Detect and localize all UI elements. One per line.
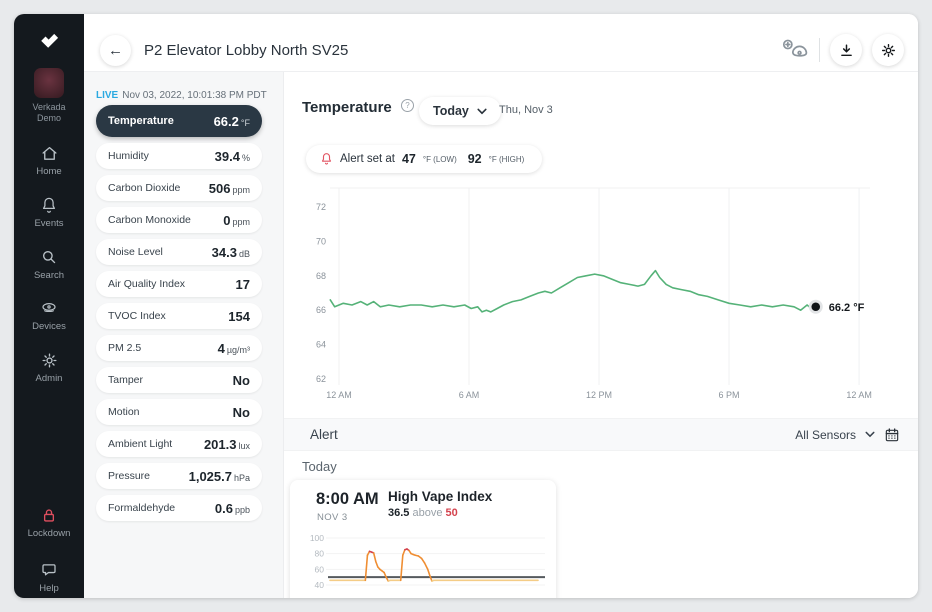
chevron-down-icon <box>477 108 487 114</box>
svg-text:66: 66 <box>316 305 326 315</box>
sensor-row-pressure[interactable]: Pressure 1,025.7 hPa <box>96 463 262 489</box>
svg-text:100: 100 <box>310 533 324 543</box>
sensor-row-formaldehyde[interactable]: Formaldehyde 0.6 ppb <box>96 495 262 521</box>
back-button[interactable]: ← <box>100 35 131 66</box>
download-button[interactable] <box>830 34 862 66</box>
alert-threshold-pill[interactable]: Alert set at 47 °F (LOW) 92 °F (HIGH) <box>306 145 543 173</box>
svg-text:40: 40 <box>315 580 325 590</box>
alert-threshold-value: 50 <box>445 507 458 519</box>
alert-value: 36.5 <box>388 507 410 519</box>
sensor-row-temperature[interactable]: Temperature 66.2 °F <box>96 105 262 137</box>
sensor-row-noise-level[interactable]: Noise Level 34.3 dB <box>96 239 262 265</box>
add-camera-icon[interactable] <box>781 37 809 63</box>
alert-high-value: 92 <box>467 152 482 166</box>
sensor-row-ambient-light[interactable]: Ambient Light 201.3 lux <box>96 431 262 457</box>
devices-icon <box>14 299 84 319</box>
sensor-row-tvoc-index[interactable]: TVOC Index 154 <box>96 303 262 329</box>
sensor-row-motion[interactable]: Motion No <box>96 399 262 425</box>
sensor-readings-panel: LIVE Nov 03, 2022, 10:01:38 PM PDT Temper… <box>84 71 284 598</box>
time-range-value: Today <box>433 104 469 118</box>
svg-text:64: 64 <box>316 340 326 350</box>
sidebar-item-home[interactable]: Home <box>14 144 84 177</box>
calendar-icon[interactable] <box>884 427 900 443</box>
svg-text:66.2 °F: 66.2 °F <box>829 302 865 314</box>
sidebar-item-lockdown[interactable]: Lockdown <box>14 506 84 539</box>
alert-title: High Vape Index <box>388 489 493 504</box>
home-icon <box>14 144 84 164</box>
alert-time: 8:00 AM <box>316 490 379 508</box>
org-name-line2: Demo <box>36 113 61 123</box>
org-avatar <box>34 68 64 98</box>
alert-high-unit: °F (HIGH) <box>488 154 525 164</box>
svg-text:12 AM: 12 AM <box>326 390 352 400</box>
svg-text:70: 70 <box>316 236 326 246</box>
alert-relation: above <box>412 507 443 519</box>
page-title: P2 Elevator Lobby North SV25 <box>144 42 349 59</box>
sensor-row-air-quality-index[interactable]: Air Quality Index 17 <box>96 271 262 297</box>
svg-text:6 AM: 6 AM <box>459 390 480 400</box>
sensor-row-carbon-dioxide[interactable]: Carbon Dioxide 506 ppm <box>96 175 262 201</box>
live-status: LIVE Nov 03, 2022, 10:01:38 PM PDT <box>96 90 267 101</box>
svg-text:68: 68 <box>316 271 326 281</box>
search-icon <box>14 248 84 268</box>
app-window: Verkada Demo Home Events Search Devices Admi… <box>14 14 918 598</box>
alerts-group-label: Today <box>302 459 337 474</box>
chat-icon <box>14 561 84 581</box>
svg-text:72: 72 <box>316 202 326 212</box>
alerts-header-strip: Alert All Sensors <box>283 418 918 451</box>
gear-icon <box>14 351 84 371</box>
alert-low-unit: °F (LOW) <box>422 154 457 164</box>
settings-button[interactable] <box>872 34 904 66</box>
chart-date: Thu, Nov 3 <box>499 104 553 116</box>
alert-low-value: 47 <box>401 152 416 166</box>
alert-pill-text: Alert set at <box>340 153 395 165</box>
main-content: Temperature ? Today Thu, Nov 3 Alert set… <box>283 71 918 598</box>
lock-icon <box>14 506 84 526</box>
time-range-dropdown[interactable]: Today <box>419 97 501 125</box>
vape-index-mini-chart: 100 80 60 40 <box>310 533 545 590</box>
live-timestamp: Nov 03, 2022, 10:01:38 PM PDT <box>122 90 267 101</box>
svg-text:12 AM: 12 AM <box>846 390 872 400</box>
sidebar-item-events[interactable]: Events <box>14 196 84 229</box>
sensor-row-tamper[interactable]: Tamper No <box>96 367 262 393</box>
svg-text:6 PM: 6 PM <box>719 390 740 400</box>
alerts-section-title: Alert <box>310 427 338 442</box>
svg-text:62: 62 <box>316 374 326 384</box>
org-name-line1: Verkada <box>32 102 66 112</box>
svg-text:12 PM: 12 PM <box>586 390 612 400</box>
sensor-filter-dropdown[interactable]: All Sensors <box>795 427 856 442</box>
sensor-row-pm-2-5[interactable]: PM 2.5 4 µg/m³ <box>96 335 262 361</box>
chart-title: Temperature <box>302 99 392 116</box>
toolbar-divider <box>819 38 820 62</box>
sidebar: Verkada Demo Home Events Search Devices Admi… <box>14 14 84 598</box>
sidebar-item-search[interactable]: Search <box>14 248 84 281</box>
bell-icon <box>14 196 84 216</box>
verkada-logo-icon[interactable] <box>14 28 84 57</box>
sidebar-item-devices[interactable]: Devices <box>14 299 84 332</box>
live-badge: LIVE <box>96 90 119 101</box>
sensor-row-carbon-monoxide[interactable]: Carbon Monoxide 0 ppm <box>96 207 262 233</box>
alert-date: NOV 3 <box>317 512 348 523</box>
sensor-row-humidity[interactable]: Humidity 39.4% <box>96 143 262 169</box>
alert-card[interactable]: 8:00 AM NOV 3 High Vape Index 36.5 above… <box>290 480 556 598</box>
alert-bell-icon <box>321 153 332 165</box>
chevron-down-icon[interactable] <box>865 431 875 438</box>
sidebar-item-help[interactable]: Help <box>14 561 84 594</box>
svg-text:60: 60 <box>315 564 325 574</box>
top-bar: ← P2 Elevator Lobby North SV25 <box>84 14 918 72</box>
help-tooltip-icon[interactable]: ? <box>401 99 414 112</box>
alert-detail: 36.5 above 50 <box>388 507 458 519</box>
temperature-line-chart[interactable]: 62 64 66 68 70 72 12 AM 6 AM 12 PM 6 PM 12 AM 66.2 … <box>310 184 888 406</box>
org-switcher[interactable]: Verkada Demo <box>14 68 84 124</box>
sidebar-item-admin[interactable]: Admin <box>14 351 84 384</box>
svg-text:80: 80 <box>315 549 325 559</box>
